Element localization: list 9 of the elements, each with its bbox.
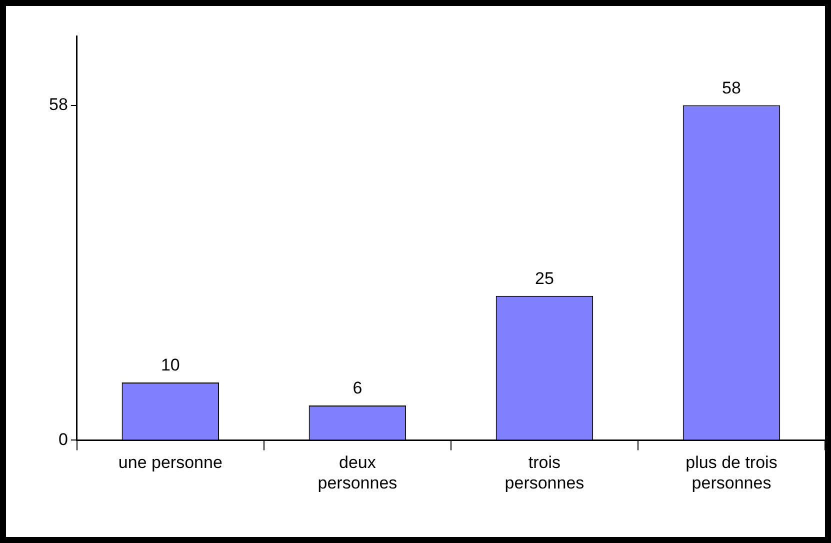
data-label: 6 [352, 378, 362, 398]
x-tick-label: une personne [118, 453, 222, 472]
x-tick-label: deux personnes [318, 453, 398, 492]
x-tick-label: trois personnes [504, 453, 584, 492]
x-tick-label: plus de trois personnes [686, 453, 778, 492]
y-tick-label: 0 [58, 430, 68, 449]
data-label: 10 [160, 356, 180, 375]
data-label: 25 [535, 269, 554, 288]
data-label: 58 [722, 78, 741, 98]
